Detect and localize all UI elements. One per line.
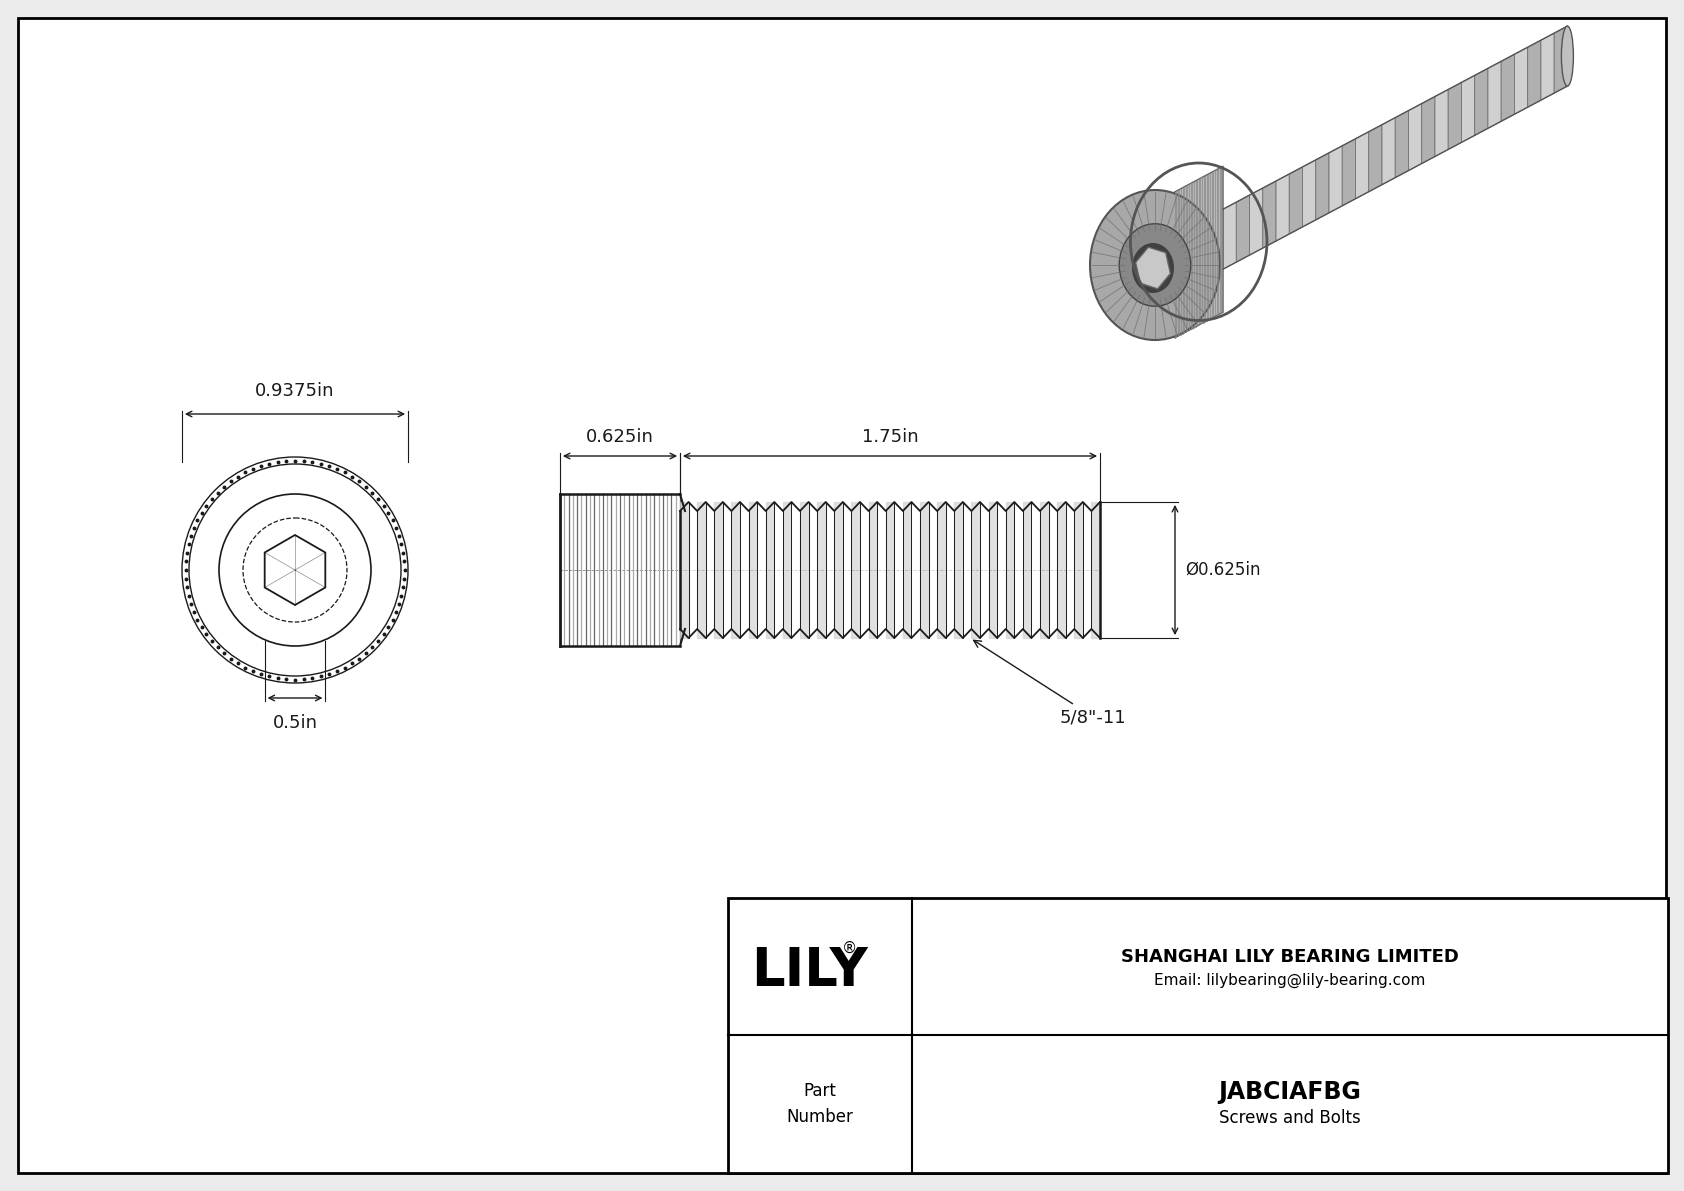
Polygon shape [1135, 248, 1170, 289]
Polygon shape [1541, 33, 1554, 100]
Polygon shape [1383, 118, 1396, 185]
Polygon shape [1435, 89, 1448, 156]
Polygon shape [1356, 132, 1369, 199]
Text: Email: lilybearing@lily-bearing.com: Email: lilybearing@lily-bearing.com [1154, 973, 1426, 989]
Text: LILY: LILY [751, 946, 869, 998]
Text: ®: ® [842, 941, 857, 956]
Ellipse shape [1120, 224, 1191, 306]
Polygon shape [1475, 68, 1489, 136]
Polygon shape [1396, 111, 1408, 177]
Polygon shape [1236, 195, 1250, 262]
Polygon shape [1527, 40, 1541, 107]
Text: Part
Number: Part Number [786, 1083, 854, 1125]
Polygon shape [1448, 82, 1462, 149]
Bar [561, 494, 680, 646]
Polygon shape [1342, 139, 1356, 206]
Polygon shape [1500, 55, 1514, 121]
Ellipse shape [1561, 26, 1573, 86]
Polygon shape [1554, 26, 1568, 93]
Polygon shape [1462, 75, 1475, 143]
Polygon shape [1276, 174, 1290, 241]
Polygon shape [1408, 104, 1421, 170]
Ellipse shape [1090, 191, 1219, 339]
Text: 5/8"-11: 5/8"-11 [973, 641, 1127, 727]
Polygon shape [1489, 61, 1500, 129]
Text: SHANGHAI LILY BEARING LIMITED: SHANGHAI LILY BEARING LIMITED [1122, 948, 1458, 966]
Polygon shape [1174, 167, 1223, 338]
Polygon shape [1369, 125, 1383, 192]
Circle shape [175, 450, 414, 690]
Polygon shape [1223, 202, 1236, 269]
Polygon shape [1315, 152, 1329, 220]
Polygon shape [1329, 145, 1342, 213]
Polygon shape [1302, 160, 1315, 227]
Polygon shape [1421, 96, 1435, 163]
Bar [680, 501, 1100, 638]
Ellipse shape [1132, 243, 1174, 293]
Text: JABCIAFBG: JABCIAFBG [1219, 1080, 1361, 1104]
Text: 0.5in: 0.5in [273, 713, 318, 732]
Polygon shape [1514, 48, 1527, 114]
Bar [727, 898, 1667, 1173]
Polygon shape [1290, 167, 1302, 233]
Text: 0.625in: 0.625in [586, 428, 653, 445]
Text: 0.9375in: 0.9375in [256, 382, 335, 400]
Polygon shape [1263, 181, 1276, 248]
Text: Screws and Bolts: Screws and Bolts [1219, 1109, 1361, 1127]
Polygon shape [1250, 188, 1263, 255]
Text: Ø0.625in: Ø0.625in [1186, 561, 1261, 579]
Text: 1.75in: 1.75in [862, 428, 918, 445]
